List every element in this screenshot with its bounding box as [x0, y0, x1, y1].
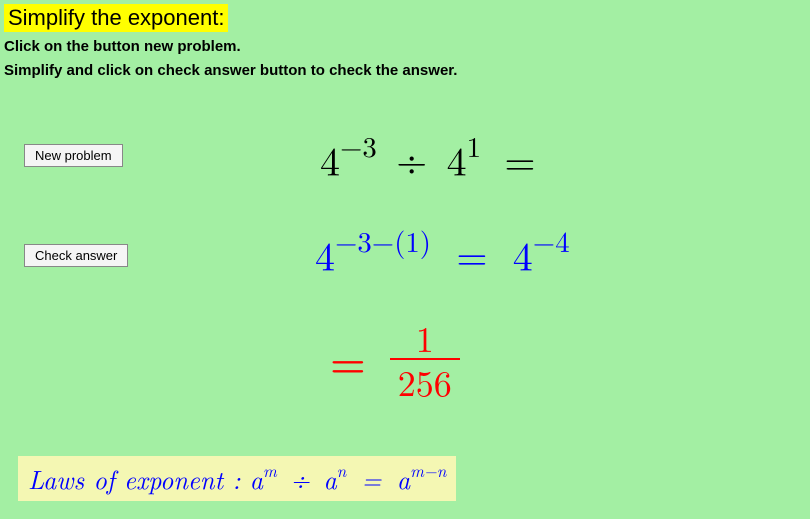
step-expression: 4−3−(1) = 4−4 [315, 225, 570, 282]
step-equals: = [456, 225, 487, 282]
law-rhs-exp: m−n [410, 458, 446, 482]
result-denominator: 256 [390, 358, 460, 400]
step-exponent-expr: −3−(1) [335, 221, 431, 261]
problem-operator: ÷ [396, 130, 427, 187]
law-lhs-base-2: a [323, 460, 336, 497]
law-rhs-base: a [397, 460, 410, 497]
problem-equals: = [504, 130, 535, 187]
law-lhs-exp-2: n [337, 458, 347, 482]
result-equals: = [330, 332, 366, 389]
result-fraction: 1 256 [390, 320, 460, 400]
instruction-line-1: Click on the button new problem. [4, 38, 241, 55]
result-expression: = 1 256 [330, 320, 460, 400]
problem-exp-1: −3 [340, 126, 377, 166]
law-of-exponent: Laws of exponent : am ÷ an = am−n [18, 456, 456, 501]
law-lhs-base-1: a [250, 460, 263, 497]
law-prefix: Laws of exponent : [28, 460, 250, 497]
step-base: 4 [315, 225, 335, 282]
step-result-base: 4 [513, 225, 533, 282]
problem-exp-2: 1 [467, 126, 481, 166]
result-numerator: 1 [408, 320, 442, 358]
problem-base-1: 4 [320, 130, 340, 187]
law-equals: = [362, 460, 382, 497]
law-operator: ÷ [290, 460, 310, 497]
check-answer-button[interactable]: Check answer [24, 244, 128, 267]
new-problem-button[interactable]: New problem [24, 144, 123, 167]
step-result-exp: −4 [533, 221, 570, 261]
instruction-line-2: Simplify and click on check answer butto… [4, 62, 457, 79]
problem-base-2: 4 [447, 130, 467, 187]
law-lhs-exp-1: m [263, 458, 277, 482]
problem-expression: 4−3 ÷ 41 = [320, 130, 535, 187]
page-title: Simplify the exponent: [4, 4, 228, 32]
